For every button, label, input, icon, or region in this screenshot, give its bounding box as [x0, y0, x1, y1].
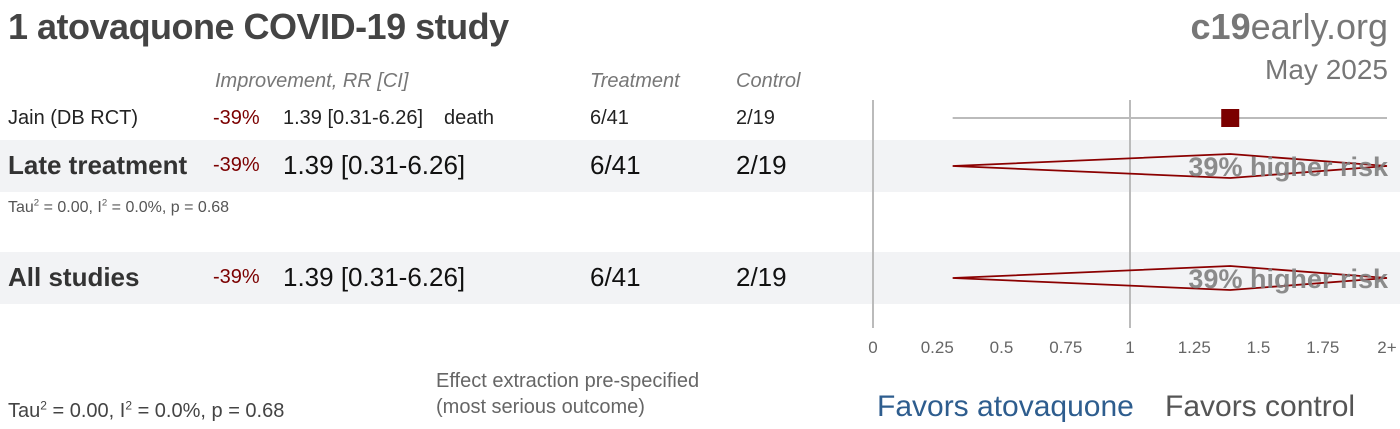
header-control: Control — [736, 70, 801, 92]
late-treatment-control: 2/19 — [736, 150, 787, 180]
all-studies-pct: -39% — [213, 266, 260, 288]
x-tick-label: 2+ — [1377, 338, 1396, 357]
report-date: May 2025 — [1265, 54, 1388, 85]
late-treatment-rr: 1.39 [0.31-6.26] — [283, 150, 466, 180]
stat-tau: Tau — [8, 400, 41, 422]
stat-p: = 0.0%, p = 0.68 — [132, 400, 285, 422]
x-tick-label: 1.75 — [1306, 338, 1339, 357]
stat-sup: 2 — [40, 398, 47, 413]
brand-prefix: c19 — [1190, 6, 1251, 47]
all-studies-control: 2/19 — [736, 262, 787, 292]
brand-logo: c19early.org — [1191, 6, 1388, 48]
x-tick-label: 0.25 — [921, 338, 954, 357]
favors-treatment-label: Favors atovaquone — [877, 390, 1134, 423]
study-point — [1221, 109, 1240, 127]
header-treatment: Treatment — [590, 70, 680, 92]
all-studies-rr: 1.39 [0.31-6.26] — [283, 262, 466, 292]
page-title: 1 atovaquone COVID-19 study — [8, 6, 509, 47]
all-studies-treatment: 6/41 — [590, 262, 641, 292]
pooled-diamond — [952, 265, 1388, 291]
pooled-annotation: 39% higher risk — [1188, 264, 1389, 294]
x-tick-label: 1.5 — [1247, 338, 1271, 357]
study-rr: 1.39 [0.31-6.26] — [283, 107, 424, 129]
pooled-annotation: 39% higher risk — [1188, 152, 1389, 182]
stat-sup: 2 — [101, 197, 108, 209]
stat-i: = 0.00, I — [46, 400, 126, 422]
x-tick-label: 0.5 — [990, 338, 1014, 357]
late-treatment-label: Late treatment — [8, 150, 188, 180]
stat-tau: Tau — [8, 199, 34, 216]
study-label: Jain (DB RCT) — [8, 107, 139, 129]
extraction-note: Effect extraction pre-specified (most se… — [436, 370, 700, 418]
x-tick-label: 1.25 — [1178, 338, 1211, 357]
x-tick-label: 1 — [1125, 338, 1134, 357]
pooled-diamond — [952, 153, 1388, 179]
study-control: 2/19 — [736, 107, 775, 129]
stat-sup: 2 — [33, 197, 40, 209]
brand-suffix: early.org — [1250, 6, 1388, 47]
x-tick-label: 0.75 — [1049, 338, 1082, 357]
late-treatment-stats: Tau2 = 0.00, I2 = 0.0%, p = 0.68 — [8, 197, 230, 217]
all-studies-stats: Tau2 = 0.00, I2 = 0.0%, p = 0.68 — [8, 398, 285, 423]
study-pct: -39% — [213, 107, 260, 129]
study-outcome: death — [444, 107, 495, 129]
header-effect: Improvement, RR [CI] — [215, 70, 409, 92]
study-treatment: 6/41 — [590, 107, 629, 129]
stat-sup: 2 — [125, 398, 133, 413]
all-studies-label: All studies — [8, 262, 140, 292]
late-treatment-treatment: 6/41 — [590, 150, 641, 180]
late-treatment-pct: -39% — [213, 154, 260, 176]
stat-p: = 0.0%, p = 0.68 — [107, 199, 230, 216]
favors-control-label: Favors control — [1165, 390, 1356, 423]
stat-i: = 0.00, I — [39, 199, 102, 216]
x-tick-label: 0 — [868, 338, 877, 357]
all-studies-band — [0, 252, 1400, 304]
late-treatment-band — [0, 140, 1400, 192]
